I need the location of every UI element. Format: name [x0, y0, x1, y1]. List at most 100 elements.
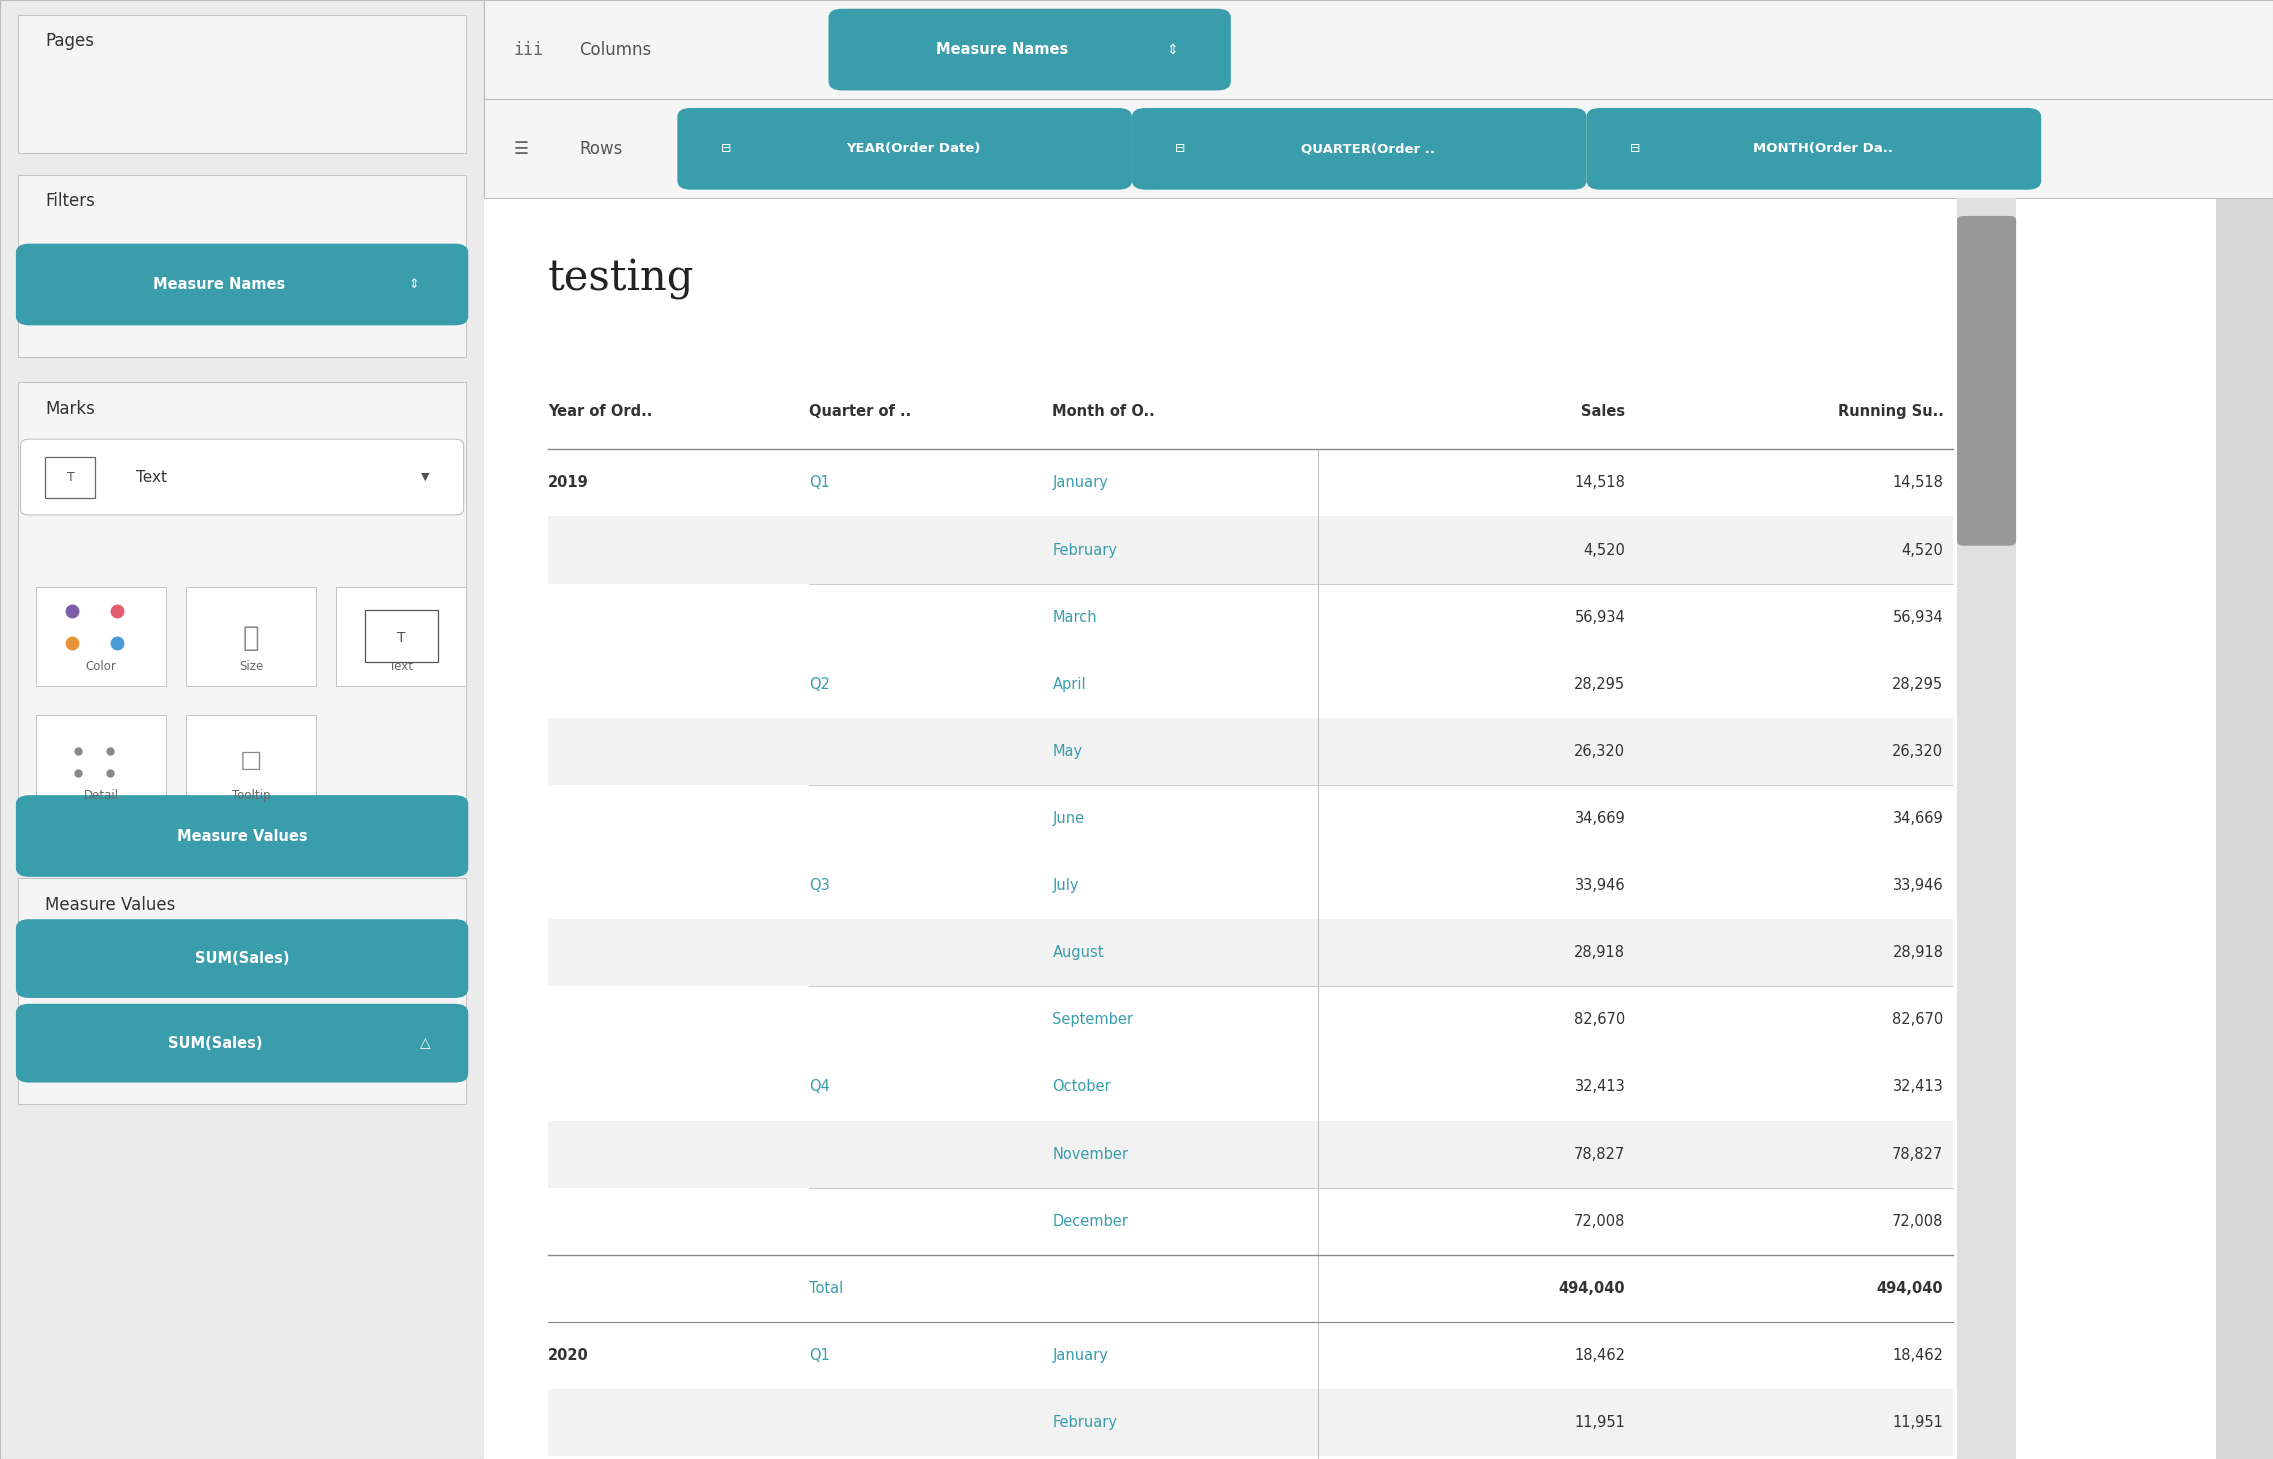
Bar	[186, 587, 316, 686]
Bar	[548, 516, 1953, 584]
Bar	[336, 587, 466, 686]
Text: Size: Size	[239, 661, 264, 673]
Text: November: November	[1052, 1147, 1127, 1161]
FancyBboxPatch shape	[1132, 108, 1587, 190]
Text: △: △	[421, 1036, 430, 1050]
Text: 82,670: 82,670	[1891, 1013, 1943, 1027]
FancyBboxPatch shape	[1957, 216, 2016, 546]
Text: T: T	[66, 471, 75, 483]
Text: 2019: 2019	[548, 476, 589, 490]
Text: T: T	[398, 630, 405, 645]
Text: 18,462: 18,462	[1575, 1348, 1625, 1363]
Bar	[36, 715, 166, 814]
Text: 56,934: 56,934	[1575, 610, 1625, 624]
Text: Q2: Q2	[809, 677, 830, 692]
Text: MONTH(Order Da..: MONTH(Order Da..	[1752, 143, 1893, 155]
Text: July: July	[1052, 878, 1080, 893]
Bar	[548, 919, 1953, 986]
Text: 14,518: 14,518	[1575, 476, 1625, 490]
FancyBboxPatch shape	[1587, 108, 2041, 190]
Text: 82,670: 82,670	[1573, 1013, 1625, 1027]
Text: 78,827: 78,827	[1573, 1147, 1625, 1161]
Text: iii: iii	[514, 41, 543, 58]
Bar	[18, 175, 466, 357]
Text: Running Su..: Running Su..	[1837, 404, 1943, 419]
Text: February: February	[1052, 543, 1118, 557]
Text: August: August	[1052, 945, 1105, 960]
Bar	[484, 198, 2216, 1459]
Text: May: May	[1052, 744, 1082, 759]
Text: 32,413: 32,413	[1575, 1080, 1625, 1094]
Bar	[0, 0, 484, 1459]
Text: Q4: Q4	[809, 1080, 830, 1094]
Text: 28,295: 28,295	[1575, 677, 1625, 692]
Text: Columns: Columns	[580, 41, 652, 58]
Text: Text: Text	[389, 661, 414, 673]
Bar	[548, 1389, 1953, 1456]
Text: 28,918: 28,918	[1893, 945, 1943, 960]
Text: 33,946: 33,946	[1893, 878, 1943, 893]
Text: Total: Total	[809, 1281, 843, 1296]
Text: 56,934: 56,934	[1893, 610, 1943, 624]
Text: Measure Names: Measure Names	[152, 277, 286, 292]
FancyBboxPatch shape	[16, 919, 468, 998]
Text: January: January	[1052, 1348, 1109, 1363]
Text: Month of O..: Month of O..	[1052, 404, 1155, 419]
Bar	[1957, 198, 2016, 1459]
Text: 72,008: 72,008	[1891, 1214, 1943, 1228]
Text: March: March	[1052, 610, 1098, 624]
Text: Filters: Filters	[45, 193, 95, 210]
Text: 494,040: 494,040	[1877, 1281, 1943, 1296]
Text: SUM(Sales): SUM(Sales)	[195, 951, 289, 966]
Text: June: June	[1052, 811, 1084, 826]
Text: ☐: ☐	[241, 751, 261, 775]
Bar	[484, 0, 2273, 99]
Text: YEAR(Order Date): YEAR(Order Date)	[846, 143, 982, 155]
Text: 14,518: 14,518	[1893, 476, 1943, 490]
Text: Measure Values: Measure Values	[45, 896, 175, 913]
Text: September: September	[1052, 1013, 1134, 1027]
Bar	[366, 610, 439, 662]
Text: 34,669: 34,669	[1893, 811, 1943, 826]
Text: QUARTER(Order ..: QUARTER(Order ..	[1302, 143, 1434, 155]
Text: Color: Color	[86, 661, 116, 673]
Text: 72,008: 72,008	[1573, 1214, 1625, 1228]
FancyBboxPatch shape	[16, 795, 468, 877]
Bar	[186, 715, 316, 814]
FancyBboxPatch shape	[16, 1004, 468, 1083]
Text: Rows: Rows	[580, 140, 623, 158]
Text: 18,462: 18,462	[1893, 1348, 1943, 1363]
Text: 33,946: 33,946	[1575, 878, 1625, 893]
Bar	[18, 382, 466, 856]
Text: Measure Names: Measure Names	[936, 42, 1068, 57]
Text: ⊟: ⊟	[1175, 143, 1187, 155]
Text: ⊟: ⊟	[1630, 143, 1641, 155]
Text: Q3: Q3	[809, 878, 830, 893]
Text: SUM(Sales): SUM(Sales)	[168, 1036, 261, 1050]
Text: 26,320: 26,320	[1575, 744, 1625, 759]
Text: 34,669: 34,669	[1575, 811, 1625, 826]
Text: 4,520: 4,520	[1584, 543, 1625, 557]
Text: Text: Text	[136, 470, 168, 484]
Text: January: January	[1052, 476, 1109, 490]
Text: 26,320: 26,320	[1893, 744, 1943, 759]
Text: Tooltip: Tooltip	[232, 789, 270, 801]
Text: 78,827: 78,827	[1891, 1147, 1943, 1161]
Bar	[548, 718, 1953, 785]
Text: Marks: Marks	[45, 400, 95, 417]
Text: 32,413: 32,413	[1893, 1080, 1943, 1094]
Text: 494,040: 494,040	[1559, 1281, 1625, 1296]
Text: ⊟: ⊟	[721, 143, 732, 155]
Bar	[18, 15, 466, 153]
Bar	[18, 878, 466, 1104]
FancyBboxPatch shape	[827, 9, 1232, 90]
Text: Quarter of ..: Quarter of ..	[809, 404, 911, 419]
Text: ☰: ☰	[514, 140, 530, 158]
Text: ⇕: ⇕	[409, 279, 418, 290]
Text: February: February	[1052, 1415, 1118, 1430]
FancyBboxPatch shape	[677, 108, 1132, 190]
Text: 11,951: 11,951	[1575, 1415, 1625, 1430]
Text: Q1: Q1	[809, 476, 830, 490]
FancyBboxPatch shape	[20, 439, 464, 515]
Text: Pages: Pages	[45, 32, 95, 50]
